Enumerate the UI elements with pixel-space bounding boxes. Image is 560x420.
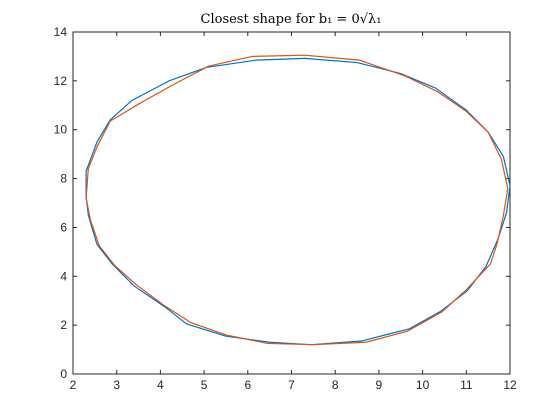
chart-title: Closest shape for b₁ = 0√λ₁ (201, 12, 382, 27)
x-tick-label-9: 9 (376, 378, 383, 392)
y-tick-label-12: 12 (54, 74, 68, 88)
x-tick-label-6: 6 (244, 378, 251, 392)
series-line-2 (85, 54, 509, 346)
y-axis: 0 2 4 6 8 10 12 14 (54, 25, 510, 381)
x-tick-label-3: 3 (113, 378, 120, 392)
y-tick-label-10: 10 (54, 123, 68, 137)
x-tick-label-8: 8 (332, 378, 339, 392)
y-tick-label-14: 14 (54, 25, 68, 39)
y-tick-label-8: 8 (60, 172, 67, 186)
x-tick-label-7: 7 (288, 378, 295, 392)
x-tick-label-2: 2 (70, 378, 77, 392)
series-layer (85, 54, 511, 346)
y-tick-label-4: 4 (60, 269, 67, 283)
plot-area-box (72, 31, 511, 375)
x-tick-label-11: 11 (460, 378, 473, 392)
y-tick-label-0: 0 (60, 367, 67, 381)
x-tick-label-5: 5 (201, 378, 208, 392)
x-tick-label-10: 10 (416, 378, 430, 392)
x-tick-label-4: 4 (157, 378, 164, 392)
x-axis: 2 3 4 5 6 7 8 9 10 11 12 (70, 32, 517, 392)
y-tick-label-6: 6 (60, 220, 67, 234)
x-tick-label-12: 12 (503, 378, 517, 392)
y-tick-label-2: 2 (60, 318, 67, 332)
